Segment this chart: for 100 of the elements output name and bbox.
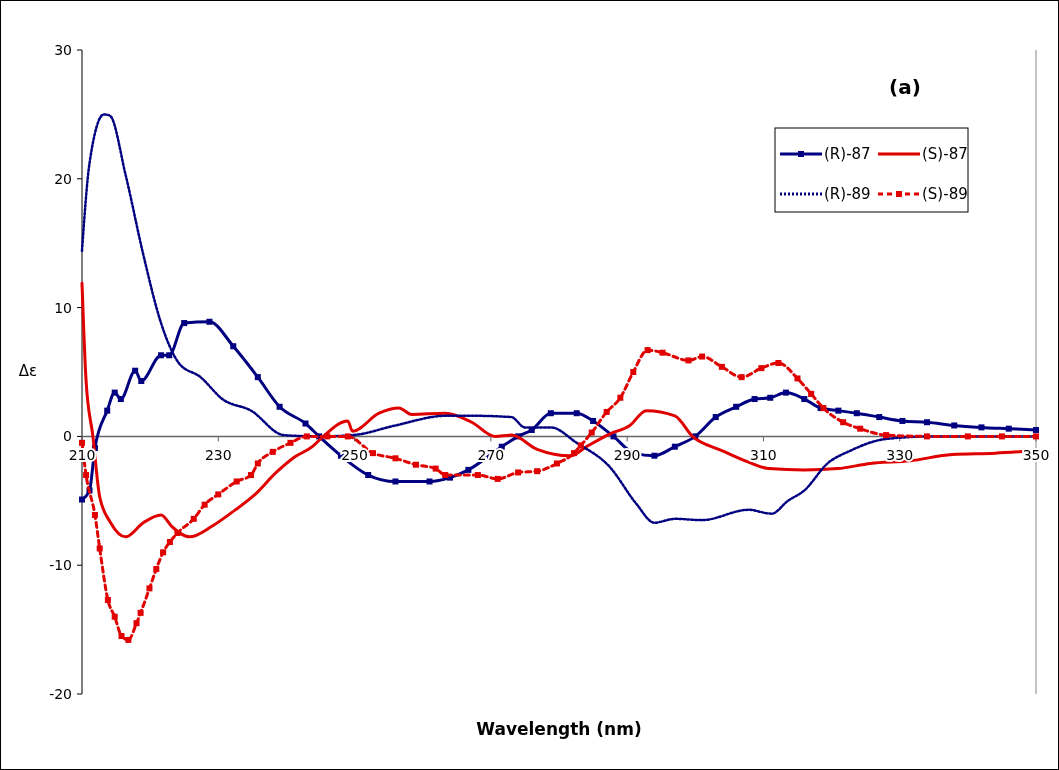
point [153, 566, 160, 573]
point [254, 460, 261, 467]
point [923, 433, 930, 440]
point [79, 439, 85, 446]
point [146, 585, 153, 592]
point [998, 433, 1005, 440]
y-axis-title: Δε [18, 362, 38, 381]
point [964, 433, 971, 440]
point [494, 475, 501, 482]
point [91, 511, 98, 518]
point [978, 424, 985, 431]
point [392, 478, 399, 485]
x-tick-label: 310 [750, 447, 777, 464]
point [230, 343, 237, 350]
point [96, 545, 103, 552]
point [392, 455, 399, 462]
point [738, 374, 745, 381]
point [233, 478, 240, 485]
point [104, 407, 111, 414]
point [132, 367, 139, 374]
point [659, 349, 666, 356]
point [111, 613, 118, 620]
point [138, 378, 145, 385]
point [79, 496, 85, 503]
point [651, 452, 658, 459]
point [190, 515, 197, 522]
point [111, 389, 118, 396]
point [794, 375, 801, 382]
point [835, 407, 842, 414]
point [553, 460, 560, 467]
annotation: (a) [889, 75, 921, 99]
point [951, 422, 958, 429]
point [883, 432, 890, 439]
point [137, 609, 144, 616]
legend-label: (S)-89 [922, 185, 968, 204]
point [465, 466, 472, 473]
legend-label: (R)-87 [824, 145, 871, 164]
x-tick-label: 290 [613, 447, 641, 464]
point [1033, 426, 1039, 433]
point [287, 439, 294, 446]
point [671, 443, 678, 450]
point [344, 433, 351, 440]
point [118, 633, 125, 640]
point [324, 433, 331, 440]
point [276, 403, 283, 410]
x-tick-label: 230 [204, 447, 232, 464]
point [733, 403, 740, 410]
point [876, 414, 883, 421]
point [718, 363, 725, 370]
y-tick-label: 30 [54, 41, 72, 58]
point [767, 394, 774, 401]
legend-label: (R)-89 [824, 185, 871, 204]
point [432, 465, 439, 472]
x-tick-label: 330 [886, 447, 914, 464]
point [853, 410, 860, 417]
point [369, 450, 376, 457]
point [133, 620, 140, 627]
point [104, 596, 111, 603]
point [1005, 425, 1012, 432]
point [573, 410, 580, 417]
point [577, 442, 584, 449]
point [775, 359, 782, 366]
point [302, 420, 309, 427]
point [699, 353, 706, 360]
point [166, 539, 173, 546]
point [515, 469, 522, 476]
point [603, 408, 610, 415]
point [412, 461, 419, 468]
point [117, 396, 124, 403]
point [158, 352, 165, 359]
point [201, 501, 208, 508]
point [125, 636, 132, 643]
point [365, 472, 372, 479]
point [269, 448, 276, 455]
point [857, 425, 864, 432]
point [840, 419, 847, 426]
point [617, 394, 624, 401]
point [808, 390, 815, 397]
point [181, 320, 188, 327]
point [547, 410, 554, 417]
point [712, 414, 719, 421]
point [644, 347, 651, 354]
point [801, 396, 808, 403]
point [899, 417, 906, 424]
point [426, 478, 433, 485]
legend-label: (S)-87 [922, 145, 968, 164]
point [923, 419, 930, 426]
point [590, 417, 597, 424]
point [303, 433, 310, 440]
point [751, 396, 758, 403]
point [685, 357, 692, 364]
point [206, 318, 213, 325]
point [474, 472, 481, 479]
y-tick-label: 0 [63, 428, 72, 445]
x-tick-label: 250 [341, 447, 368, 464]
y-tick-label: 10 [54, 299, 72, 316]
point [570, 450, 577, 457]
point [174, 530, 181, 536]
point [630, 369, 637, 375]
point [83, 472, 90, 479]
